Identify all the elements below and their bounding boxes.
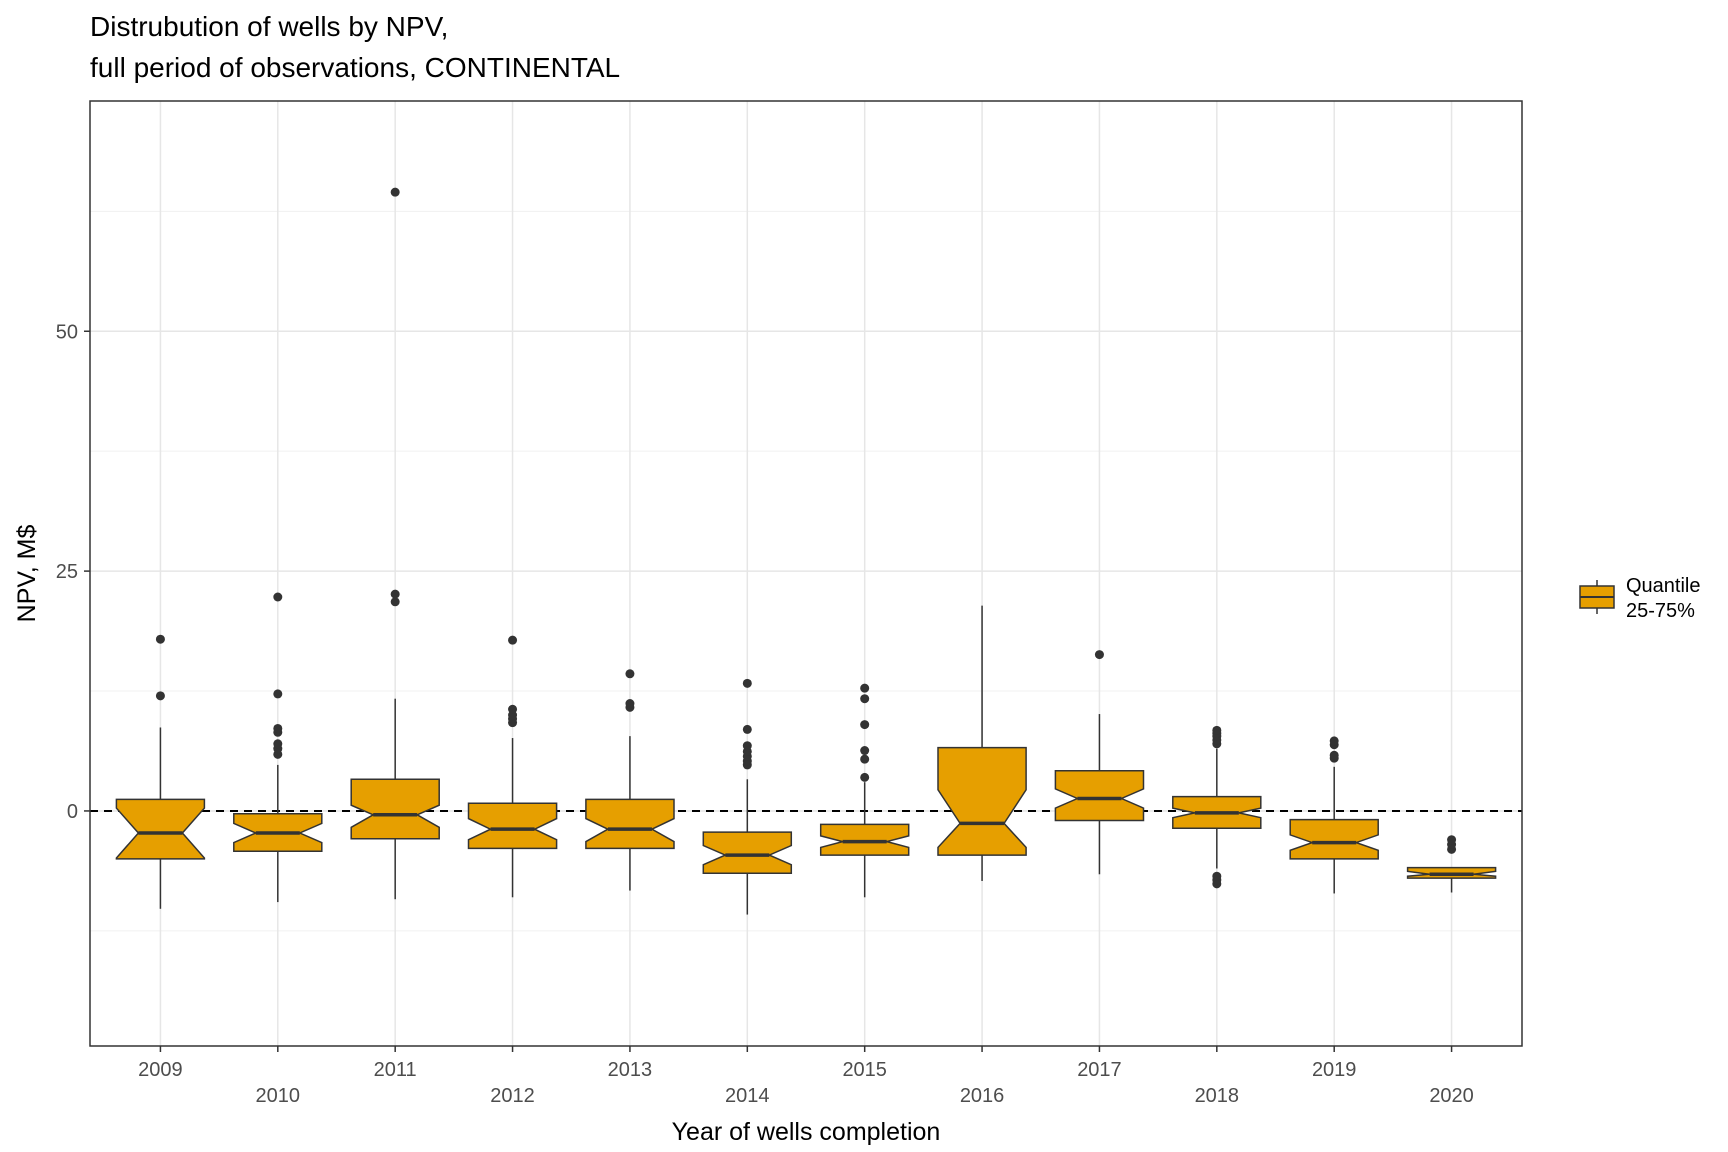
- legend-key: [1579, 580, 1615, 614]
- outlier-point: [1094, 650, 1104, 660]
- outlier-point: [508, 635, 518, 645]
- box-2013: [585, 669, 675, 891]
- box-2018: [1172, 725, 1262, 889]
- box-2009: [115, 634, 206, 909]
- outlier-point: [742, 678, 752, 688]
- outlier-point: [625, 698, 635, 708]
- outlier-point: [273, 723, 283, 733]
- box-2016: [937, 605, 1027, 881]
- outlier-point: [1329, 736, 1339, 746]
- title-line-1: Distrubution of wells by NPV,: [90, 11, 448, 42]
- x-tick-label: 2018: [1195, 1085, 1240, 1107]
- box-2014: [702, 678, 793, 915]
- axis-layer: 0 25 50 2009 2010 2011 2012 2013 2014 2015 2016 201…: [56, 321, 1474, 1107]
- outlier-point: [860, 772, 870, 782]
- x-tick-label: 2017: [1077, 1059, 1122, 1081]
- outlier-point: [860, 694, 870, 704]
- y-axis-title: NPV, M$: [13, 525, 41, 623]
- plot-panel-border: [89, 100, 1523, 1047]
- x-tick-label: 2013: [608, 1059, 653, 1081]
- box-2012: [467, 635, 558, 898]
- outlier-point: [625, 669, 635, 679]
- outlier-point: [390, 597, 400, 607]
- x-axis-title: Year of wells completion: [672, 1118, 941, 1146]
- x-tick-label: 2011: [374, 1059, 417, 1081]
- box-body: [1289, 818, 1379, 860]
- x-tick-label: 2009: [138, 1059, 183, 1081]
- outlier-point: [155, 634, 165, 644]
- x-tick-label: 2010: [256, 1085, 301, 1107]
- box-2015: [819, 683, 910, 898]
- x-tick-label: 2016: [960, 1085, 1005, 1107]
- outlier-point: [155, 691, 165, 701]
- x-tick-label: 2014: [725, 1085, 770, 1107]
- outlier-point: [742, 741, 752, 751]
- x-tick-label: 2015: [842, 1059, 887, 1081]
- outlier-point: [860, 754, 870, 764]
- box-body: [467, 802, 558, 850]
- outlier-point: [1212, 725, 1222, 735]
- outlier-point: [273, 689, 283, 699]
- chart-title: Distrubution of wells by NPV, full perio…: [90, 11, 620, 83]
- title-line-2: full period of observations, CONTINENTAL: [90, 52, 620, 83]
- x-tick-label: 2019: [1312, 1059, 1357, 1081]
- grid-layer: [90, 101, 1522, 1046]
- box-body: [1054, 769, 1145, 822]
- outlier-point: [273, 739, 283, 749]
- outlier-point: [273, 592, 283, 602]
- outlier-point: [390, 187, 400, 197]
- outlier-point: [390, 589, 400, 599]
- x-tick-label: 2020: [1429, 1085, 1474, 1107]
- outlier-point: [860, 746, 870, 756]
- box-2017: [1054, 650, 1145, 875]
- box-layer: [115, 187, 1497, 915]
- box-2019: [1289, 736, 1379, 894]
- x-tick-label: 2012: [490, 1085, 535, 1107]
- box-body: [702, 831, 793, 875]
- box-2011: [350, 187, 440, 900]
- outlier-point: [860, 683, 870, 693]
- outlier-point: [1329, 750, 1339, 760]
- box-body: [937, 746, 1027, 856]
- outlier-point: [742, 724, 752, 734]
- box-body: [819, 823, 910, 856]
- box-2010: [233, 592, 323, 903]
- outlier-point: [1212, 871, 1222, 881]
- y-tick-label: 25: [56, 561, 78, 583]
- legend-label-line-2: 25-75%: [1626, 600, 1695, 622]
- y-tick-label: 50: [56, 321, 78, 343]
- outlier-point: [508, 704, 518, 714]
- outlier-point: [1447, 835, 1457, 845]
- box-body: [115, 798, 206, 860]
- outlier-point: [860, 720, 870, 730]
- legend-label-line-1: Quantile: [1626, 575, 1701, 597]
- box-body: [350, 778, 440, 840]
- box-body: [585, 798, 675, 850]
- legend: Quantile 25-75%: [1579, 575, 1701, 622]
- y-tick-label: 0: [67, 801, 78, 823]
- box-2020: [1406, 835, 1497, 893]
